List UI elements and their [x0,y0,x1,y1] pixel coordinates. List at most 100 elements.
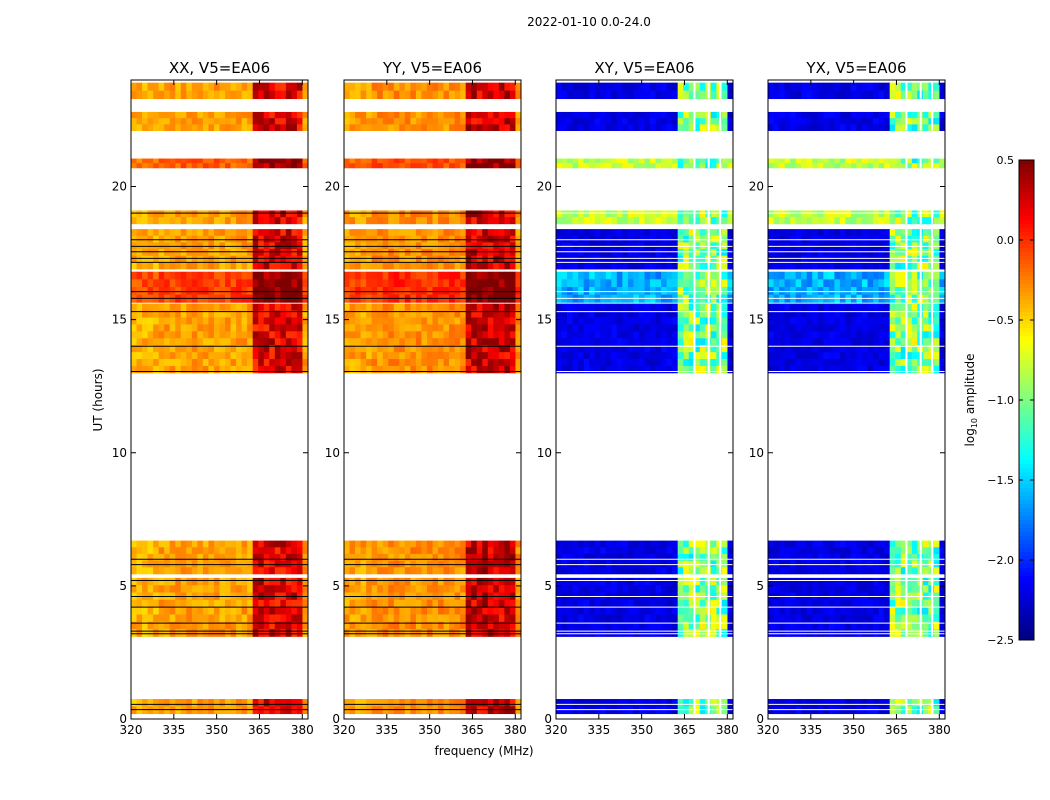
heat-cell [147,287,154,296]
heat-cell [661,585,668,593]
heat-cell [366,614,373,623]
heat-cell [202,567,209,575]
heat-cell [650,118,656,125]
heat-cell [449,310,456,318]
heat-cell [605,310,612,318]
heat-cell [410,585,417,593]
heat-cell [498,585,505,593]
heat-cell [280,547,287,555]
heat-cell [382,553,389,561]
heat-cell [247,614,254,623]
heat-cell [180,279,187,288]
heat-cell [710,163,717,169]
heat-cell [644,271,651,280]
heat-cell [296,607,303,615]
heat-cell [344,359,350,367]
heat-cell [589,585,596,593]
heat-cell [784,324,791,332]
heat-cell [850,621,857,630]
heat-cell [388,317,395,325]
heat-cell [605,163,612,169]
heat-cell [180,262,187,270]
heat-cell [795,629,802,637]
heat-cell [421,82,428,92]
heat-cell [611,567,618,575]
heat-cell [504,338,511,346]
heat-cell [589,567,596,575]
heat-cell [180,577,187,586]
heat-cell [878,567,885,575]
heat-cell [616,365,623,374]
heat-cell [672,324,679,332]
heat-cell [677,345,684,353]
heat-cell [471,158,478,164]
heat-cell [175,359,182,367]
heat-cell [302,553,309,561]
heat-cell [600,338,607,346]
heat-cell [432,82,439,92]
heat-cell [360,338,367,346]
heat-cell [274,547,281,555]
heat-cell [828,577,835,586]
heat-cell [158,614,165,623]
heat-cell [611,249,618,257]
heat-cell [360,629,367,637]
heat-cell [360,585,367,593]
heat-cell [175,629,182,637]
heat-cell [694,229,701,237]
heat-cell [515,210,522,218]
heat-cell [382,262,389,270]
data-block [556,158,734,169]
heat-cell [269,118,276,125]
heat-cell [465,271,472,280]
heat-cell [583,287,590,296]
heat-cell [164,82,171,92]
heat-cell [404,345,411,353]
heat-cell [498,629,505,637]
heat-cell [784,331,791,339]
heat-cell [421,599,428,608]
heat-cell [482,279,489,288]
heat-cell [493,310,500,318]
heat-cell [426,82,433,92]
heat-cell [922,706,929,715]
heat-cell [939,699,946,707]
heat-cell [291,279,298,288]
heat-cell [633,158,640,164]
heat-cell [638,352,645,360]
heat-cell [158,249,165,257]
heat-cell [241,614,248,623]
heat-cell [694,262,701,270]
heat-cell [661,317,668,325]
heat-cell [371,118,378,125]
heat-cell [721,621,728,630]
heat-cell [504,287,511,296]
heat-cell [583,567,590,575]
heat-cell [366,118,373,125]
heat-cell [572,287,579,296]
heat-cell [784,359,791,367]
heat-cell [605,540,612,548]
heat-cell [633,303,640,311]
flag-line [905,540,908,574]
heat-cell [355,577,361,586]
heat-cell [197,324,204,332]
heat-cell [578,255,585,263]
heat-cell [605,82,612,92]
heat-cell [169,359,176,367]
heat-cell [688,359,695,367]
heat-cell [230,629,237,637]
heat-cell [153,614,160,623]
heat-cell [768,699,774,707]
heat-cell [180,599,187,608]
heat-cell [471,210,478,218]
heat-cell [169,621,176,630]
heat-cell [208,338,215,346]
heat-cell [164,540,171,548]
heat-cell [142,90,148,100]
heat-cell [655,255,662,263]
heat-cell [280,118,287,125]
heat-cell [421,111,428,119]
heat-cell [605,585,612,593]
heat-cell [806,567,813,575]
